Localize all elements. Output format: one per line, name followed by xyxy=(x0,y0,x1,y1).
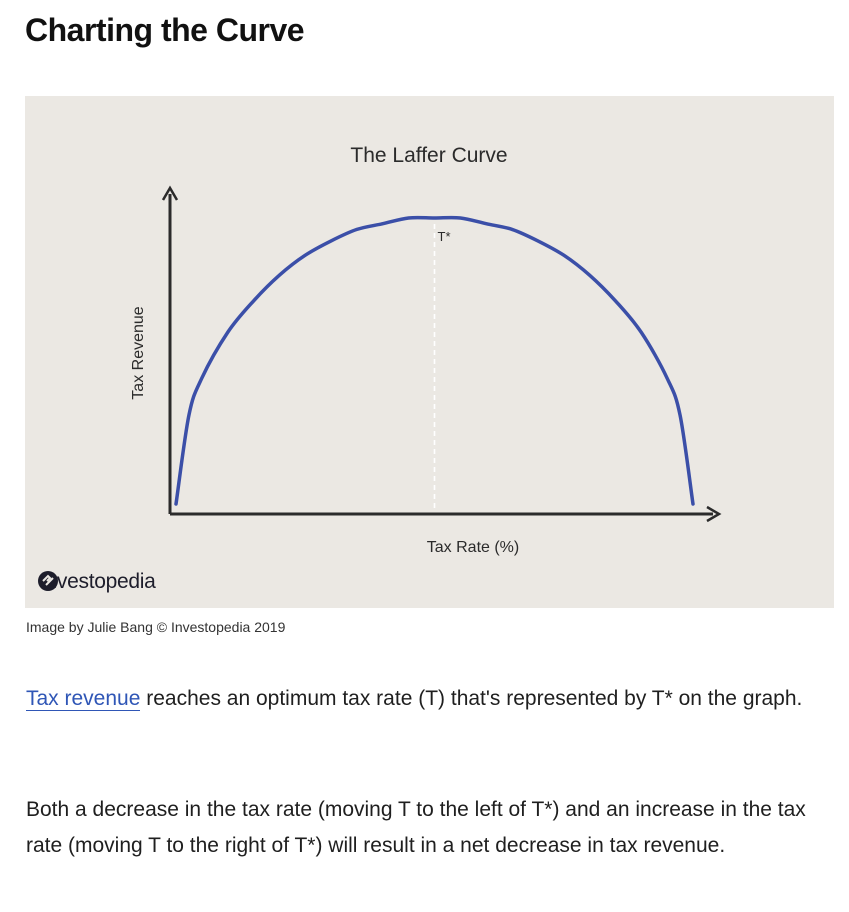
laffer-chart: The Laffer Curve T* Tax Rate (%) Tax Rev… xyxy=(130,144,722,556)
paragraph-1: Tax revenue reaches an optimum tax rate … xyxy=(26,681,816,717)
laffer-figure: The Laffer Curve T* Tax Rate (%) Tax Rev… xyxy=(25,96,834,608)
image-caption: Image by Julie Bang © Investopedia 2019 xyxy=(26,619,286,635)
chart-title: The Laffer Curve xyxy=(350,144,507,167)
x-axis-label: Tax Rate (%) xyxy=(427,539,519,556)
y-axis-arrow xyxy=(161,185,179,201)
paragraph-2: Both a decrease in the tax rate (moving … xyxy=(26,798,806,857)
x-axis-arrow xyxy=(706,505,722,523)
tax-revenue-link[interactable]: Tax revenue xyxy=(26,687,141,711)
y-axis-label: Tax Revenue xyxy=(130,306,147,399)
paragraph-1-text: reaches an optimum tax rate (T) that's r… xyxy=(140,687,803,710)
investopedia-logo: Investopedia xyxy=(37,570,156,594)
laffer-curve-line xyxy=(174,215,695,506)
investopedia-logo-icon xyxy=(38,571,58,591)
section-heading: Charting the Curve xyxy=(25,12,305,48)
investopedia-logo-text: Investopedia xyxy=(40,570,156,593)
t-star-label: T* xyxy=(438,229,451,244)
